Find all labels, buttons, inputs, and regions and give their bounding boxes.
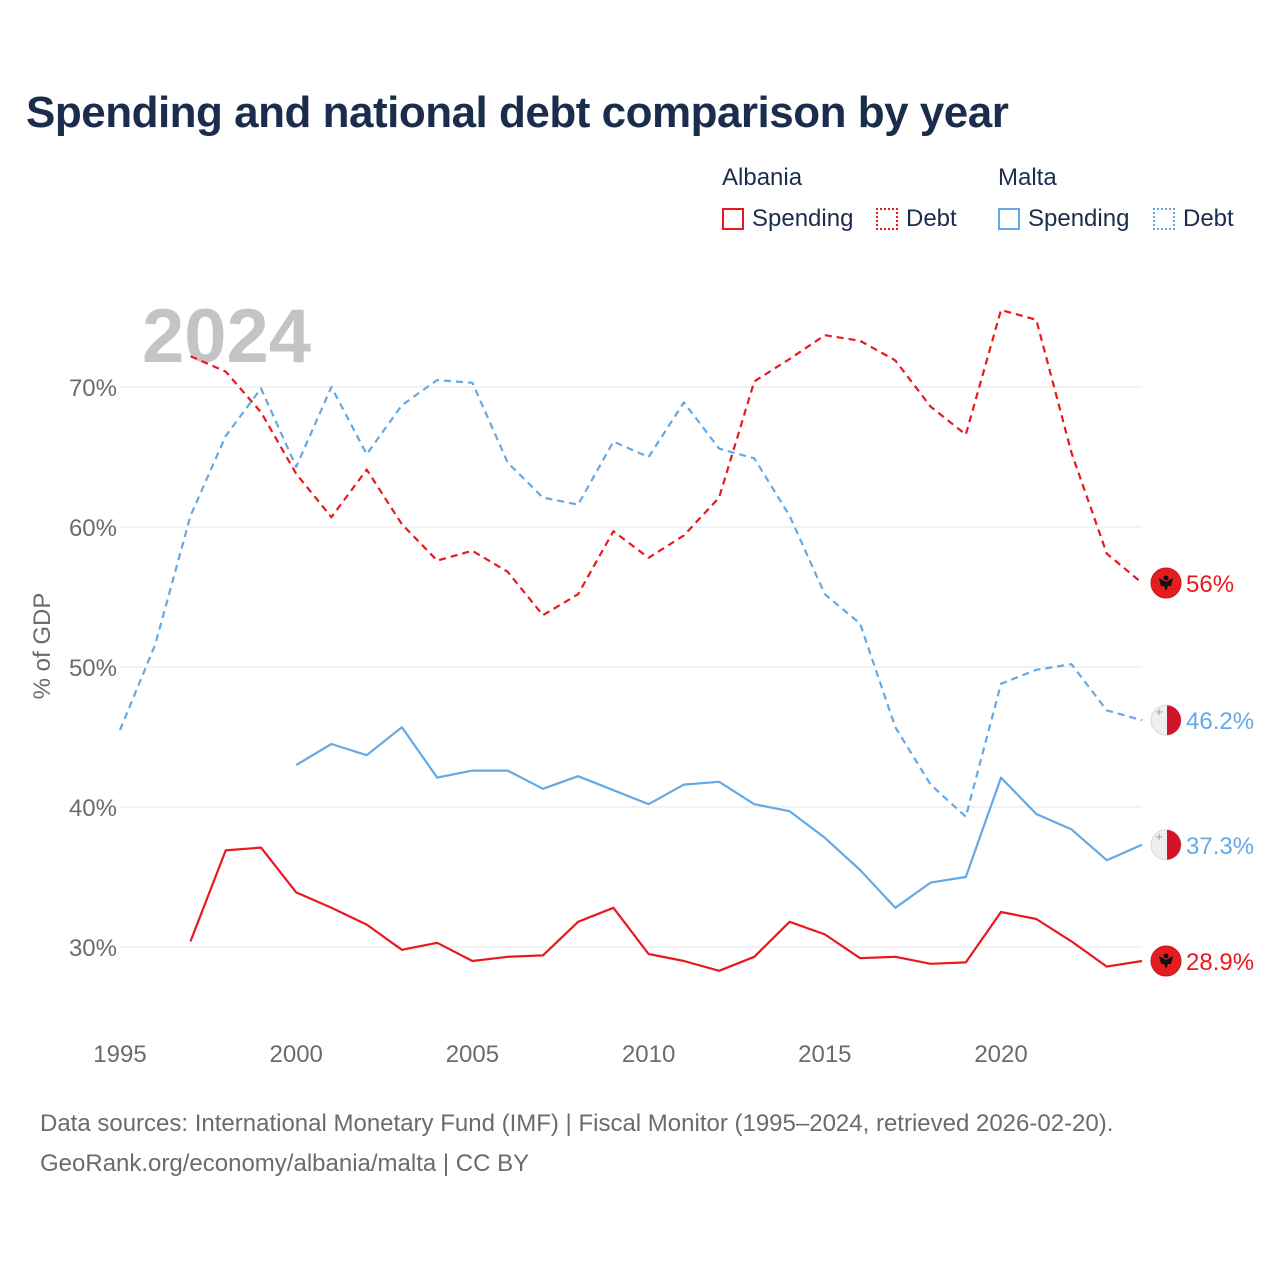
legend-label: Debt <box>1183 205 1234 232</box>
legend-malta-spending[interactable]: Spending <box>998 205 1129 233</box>
legend-albania-spending[interactable]: Spending <box>722 205 853 233</box>
x-tick-label: 2010 <box>622 1041 675 1068</box>
albania-flag-icon <box>1150 567 1182 599</box>
legend-swatch-dotted-icon <box>1153 208 1175 230</box>
x-tick-label: 2000 <box>270 1041 323 1068</box>
albania-debt-end-label: 56% <box>1186 571 1234 598</box>
source-line-1: Data sources: International Monetary Fun… <box>40 1110 1114 1137</box>
svg-text:+: + <box>1155 832 1163 843</box>
legend-group-albania: Albania <box>722 164 803 191</box>
y-tick-label: 70% <box>69 375 117 402</box>
source-line-2: GeoRank.org/economy/albania/malta | CC B… <box>40 1150 530 1177</box>
albania-debt-line <box>190 308 1143 617</box>
x-tick-label: 1995 <box>93 1041 146 1068</box>
albania-spending-end-label: 28.9% <box>1186 949 1254 976</box>
y-axis-label: % of GDP <box>29 593 56 700</box>
y-tick-label: 50% <box>69 655 117 682</box>
malta-debt-end-label: 46.2% <box>1186 708 1254 735</box>
y-tick-label: 60% <box>69 515 117 542</box>
malta-spending-line <box>295 726 1143 909</box>
albania-spending-line <box>189 846 1143 972</box>
legend-label: Spending <box>1028 205 1130 232</box>
malta-flag-icon: + <box>1150 704 1182 736</box>
legend-swatch-solid-icon <box>998 208 1020 230</box>
legend-swatch-solid-icon <box>722 208 744 230</box>
malta-flag-icon: + <box>1150 829 1182 861</box>
legend-malta-debt[interactable]: Debt <box>1153 205 1234 233</box>
year-watermark: 2024 <box>142 294 311 379</box>
albania-flag-icon <box>1150 945 1182 977</box>
y-tick-label: 40% <box>69 795 117 822</box>
legend-swatch-dotted-icon <box>876 208 898 230</box>
legend-group-malta: Malta <box>998 164 1057 191</box>
svg-text:+: + <box>1155 707 1163 718</box>
x-tick-label: 2015 <box>798 1041 851 1068</box>
x-tick-label: 2005 <box>446 1041 499 1068</box>
malta-debt-line <box>118 378 1143 818</box>
legend-label: Debt <box>906 205 957 232</box>
y-tick-label: 30% <box>69 935 117 962</box>
chart-title: Spending and national debt comparison by… <box>26 88 1009 137</box>
malta-spending-end-label: 37.3% <box>1186 833 1254 860</box>
x-tick-label: 2020 <box>974 1041 1027 1068</box>
legend-albania-debt[interactable]: Debt <box>876 205 957 233</box>
legend-label: Spending <box>752 205 854 232</box>
